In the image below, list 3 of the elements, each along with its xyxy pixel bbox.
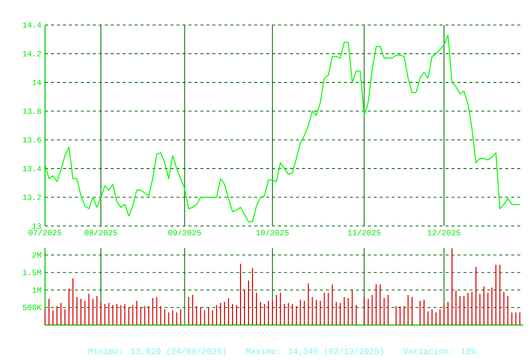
text: Minimo: 13,020 (24/09/2025)	[88, 348, 226, 356]
text: Variación: 10%	[403, 348, 476, 354]
text: Maximo: 14,345 (02/12/2025)	[246, 348, 384, 356]
